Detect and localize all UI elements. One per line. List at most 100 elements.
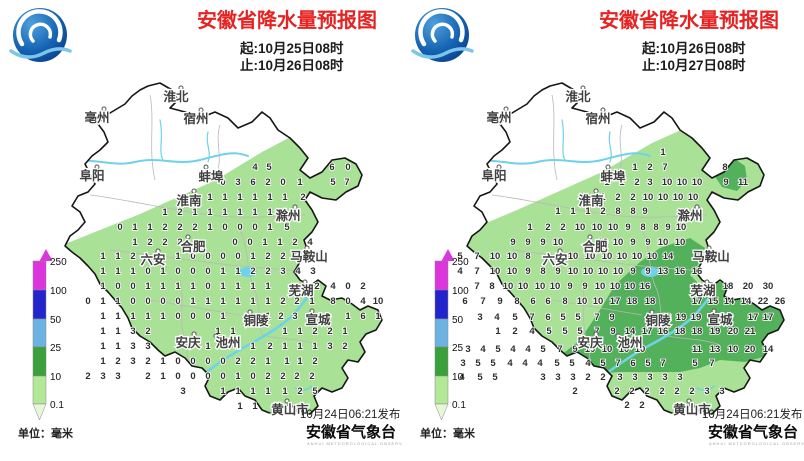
- precip-value: 2: [659, 386, 664, 397]
- precip-value: 7: [474, 251, 479, 262]
- precip-value: 9: [625, 222, 630, 233]
- river: [608, 131, 612, 163]
- precip-value: 2: [360, 281, 365, 292]
- legend-tick-100: 100: [452, 286, 469, 297]
- precip-value: 4: [360, 296, 366, 307]
- river: [495, 366, 520, 381]
- prefecture-border: [511, 249, 715, 273]
- precip-value: 1: [660, 147, 666, 158]
- precip-value: 3: [280, 266, 285, 277]
- precip-value: 10: [617, 251, 628, 262]
- precip-value: 1: [250, 386, 256, 397]
- precip-value: 8: [514, 296, 519, 307]
- precip-value: 10: [595, 281, 606, 292]
- prefecture-border: [619, 124, 623, 171]
- precip-value: 9: [723, 177, 728, 188]
- precip-value: 1: [570, 206, 576, 217]
- precip-value: 1: [265, 281, 271, 292]
- precip-value: 2: [177, 237, 182, 248]
- precip-value: 8: [562, 296, 567, 307]
- precip-value: 9: [582, 281, 587, 292]
- city-label: 宣城: [305, 312, 331, 327]
- precip-value: 2: [294, 371, 299, 382]
- precip-value: 1: [100, 266, 106, 277]
- precip-value: 10: [673, 192, 684, 203]
- city-label: 黄山市: [271, 402, 309, 417]
- city-marker: [706, 245, 712, 251]
- precip-value: 2: [644, 386, 649, 397]
- city-label: 淮南: [578, 193, 604, 208]
- precip-value: 18: [627, 296, 638, 307]
- precip-value: 8: [653, 222, 658, 233]
- precip-value: 14: [741, 296, 752, 307]
- river: [696, 385, 715, 391]
- precip-value: 2: [615, 192, 620, 203]
- precip-value: 14: [663, 251, 674, 262]
- precip-value: 3: [465, 344, 470, 355]
- legend-seg-100-250: [434, 260, 449, 291]
- precip-value: 19: [676, 312, 687, 323]
- precip-value: 1: [265, 356, 271, 367]
- precip-value: 8: [489, 281, 494, 292]
- precip-value: 2: [280, 251, 285, 262]
- precip-values: 4 5 6 00 3 6 2 0 1 5 71 1 1 1 1 1 21 2 1 1 1 1 1 1 10 1 1 2 2 2 1 0 0 0 1 5…: [85, 161, 385, 413]
- precip-value: 1: [115, 266, 121, 277]
- precip-value: 1: [309, 296, 315, 307]
- precip-value: 5: [577, 326, 583, 337]
- precip-value: 10: [490, 251, 501, 262]
- precip-value: 1: [100, 311, 106, 322]
- precip-value: 3: [719, 386, 724, 397]
- legend-arrow-top: [441, 249, 455, 261]
- precip-value: 5: [562, 326, 568, 337]
- precip-value: 0: [345, 162, 350, 173]
- precip-value: 2: [342, 341, 347, 352]
- legend-tick-25: 25: [452, 343, 464, 354]
- precip-value: 5: [266, 162, 272, 173]
- city-label: 铜陵: [645, 313, 671, 328]
- precip-value: 5: [546, 326, 552, 337]
- precip-value: 0: [220, 356, 225, 367]
- precip-value: 0: [115, 281, 120, 292]
- precip-value: 1: [192, 207, 198, 218]
- lake: [337, 229, 343, 237]
- precip-value: 1: [235, 266, 241, 277]
- precip-value: 1: [262, 237, 268, 248]
- precip-value: 8: [615, 206, 620, 217]
- precip-value: 10: [507, 251, 518, 262]
- precip-value: 1: [145, 311, 151, 322]
- lake: [641, 267, 659, 277]
- precip-value: 0: [190, 266, 195, 277]
- city-marker: [178, 85, 184, 91]
- legend-tick-0.1: 0.1: [50, 400, 64, 411]
- precip-value: 10: [568, 251, 579, 262]
- precip-value: 1: [632, 162, 638, 173]
- precip-value: 9: [610, 326, 615, 337]
- precip-value: 0: [205, 311, 210, 322]
- precip-value: 7: [344, 177, 349, 188]
- city-label: 六安: [140, 252, 165, 267]
- precip-value: 10: [553, 237, 564, 248]
- precip-value: 2: [314, 281, 319, 292]
- legend-seg-50-100: [434, 289, 449, 320]
- precip-value: 1: [282, 192, 288, 203]
- precip-value: 4: [522, 358, 528, 369]
- precip-value: 2: [572, 386, 577, 397]
- precip-value: 1: [265, 311, 271, 322]
- precip-value: 2: [267, 341, 272, 352]
- lake: [739, 229, 745, 237]
- precip-value: 0: [190, 311, 195, 322]
- precip-value: 1: [145, 281, 151, 292]
- prefecture-border: [551, 94, 558, 181]
- precip-value: 4: [494, 312, 500, 323]
- precip-value: 19: [710, 326, 721, 337]
- city-marker: [309, 308, 315, 314]
- precip-value: 10: [598, 266, 609, 277]
- precip-value: 18: [723, 281, 734, 292]
- city-label: 蚌埠: [600, 169, 626, 184]
- precip-value: 10: [635, 344, 646, 355]
- precip-value: 2: [265, 251, 270, 262]
- city-marker: [694, 204, 700, 210]
- precip-value: 6: [545, 312, 550, 323]
- precip-value: 2: [624, 400, 629, 411]
- precip-value: 3: [677, 372, 682, 383]
